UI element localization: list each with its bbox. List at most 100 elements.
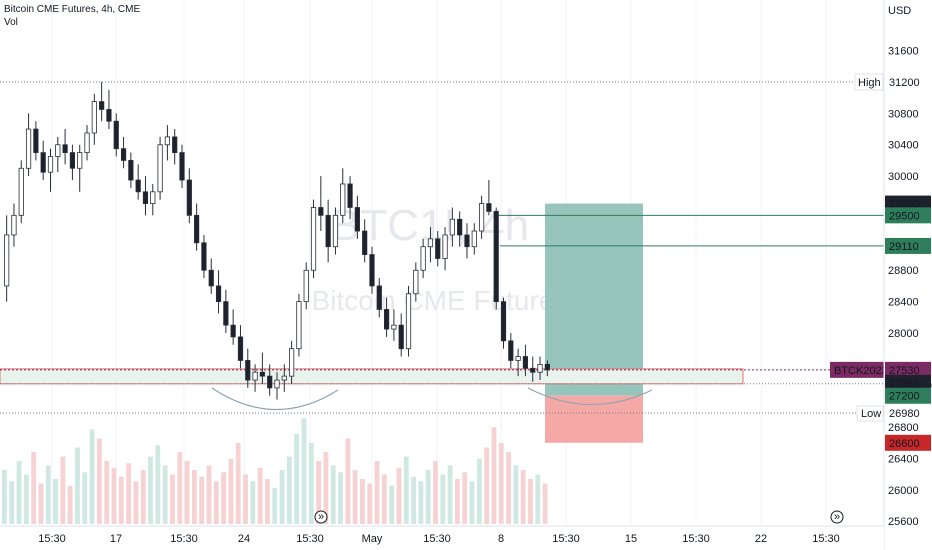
- candle-body: [318, 207, 324, 216]
- low-label: Low: [861, 408, 881, 420]
- volume-bar: [9, 481, 15, 524]
- volume-bar: [440, 474, 446, 524]
- volume-bar: [418, 481, 424, 524]
- volume-bar: [89, 429, 95, 524]
- candle-body: [223, 301, 229, 326]
- price-tick-label: 28400: [888, 297, 919, 309]
- time-tick-label: May: [362, 533, 383, 545]
- candle-body: [289, 348, 295, 377]
- volume-bar: [381, 474, 387, 524]
- candle-body: [369, 254, 375, 287]
- candle-body: [106, 109, 112, 122]
- candle-body: [310, 207, 317, 271]
- volume-bar: [294, 434, 300, 524]
- volume-bar: [352, 470, 358, 524]
- time-axis: 15:30 17 15:30 24 15:30 May 15:30 8 15:30 15 15:30…: [0, 510, 884, 550]
- volume-bar: [104, 461, 110, 524]
- candle-body: [4, 234, 10, 287]
- candle-body: [354, 207, 360, 232]
- volume-bar: [520, 470, 526, 524]
- candle-body: [99, 101, 105, 110]
- volume-bar: [250, 481, 256, 524]
- time-tick-label: 17: [110, 533, 122, 545]
- volume-bar: [484, 447, 490, 524]
- volume-bar: [316, 461, 321, 524]
- candle-body: [362, 230, 368, 255]
- candle-body: [25, 128, 32, 169]
- candle-body: [164, 136, 170, 146]
- event-icon: [830, 510, 844, 524]
- price-axis-bg: [884, 0, 932, 550]
- candle-body: [157, 144, 163, 193]
- volume-bar: [367, 483, 373, 524]
- volume-bar: [235, 443, 241, 524]
- candle-body: [194, 214, 200, 244]
- candle-body: [150, 191, 156, 204]
- volume-bar: [374, 461, 380, 524]
- volume-bars: [2, 418, 548, 524]
- high-label-bg: [854, 73, 884, 91]
- volume-bar: [338, 472, 343, 524]
- candle-body: [267, 375, 273, 389]
- time-tick-label: 15:30: [296, 533, 324, 545]
- volume-bar: [111, 467, 117, 524]
- candle-body: [449, 218, 455, 236]
- candle-body: [259, 371, 265, 377]
- time-tick-label: 15:30: [170, 533, 198, 545]
- position-zones: [0, 203, 744, 443]
- price-tick-label: 30000: [888, 171, 919, 183]
- volume-bar: [308, 443, 314, 524]
- volume-bar: [447, 465, 453, 524]
- price-tick-label: 26800: [888, 422, 919, 434]
- volume-bar: [286, 456, 292, 524]
- volume-bar: [498, 443, 504, 524]
- candle-body: [398, 324, 404, 350]
- candle-body: [245, 360, 251, 381]
- candle-body: [391, 324, 397, 330]
- volume-bar: [411, 476, 416, 524]
- candle-body: [544, 363, 550, 371]
- volume-bar: [455, 479, 460, 524]
- candle-body: [303, 269, 309, 303]
- candle-body: [274, 379, 280, 389]
- candle-body: [486, 203, 492, 212]
- candle-body: [420, 246, 426, 271]
- volume-bar: [462, 472, 468, 524]
- zone-bottom-tag: 27365: [889, 378, 920, 390]
- candle-body: [537, 363, 543, 373]
- candle-body: [325, 214, 331, 248]
- candle-body: [128, 160, 134, 181]
- stop-tag-bg: [885, 434, 931, 451]
- pattern-arcs: [211, 387, 653, 411]
- volume-bar: [491, 427, 497, 524]
- volume-bar: [2, 470, 7, 524]
- volume-bar: [469, 481, 475, 524]
- candle-body: [135, 179, 141, 193]
- entry-tag-bg: [885, 387, 931, 404]
- target-lower-tag-bg: [885, 207, 931, 224]
- volume-bar: [221, 472, 227, 524]
- volume-bar: [67, 485, 73, 524]
- volume-bar: [148, 456, 153, 524]
- candle-body: [208, 269, 214, 287]
- volume-bar: [155, 445, 161, 524]
- volume-bar: [228, 458, 234, 524]
- volume-bar: [389, 485, 395, 524]
- candle-body: [522, 356, 529, 369]
- candle-body: [11, 214, 17, 236]
- resistance-tag-bg: [885, 237, 931, 254]
- volume-bar: [542, 483, 548, 524]
- volume-bar: [170, 474, 175, 524]
- low-tag-bg: [885, 405, 931, 421]
- time-tick-label: 15:30: [38, 533, 66, 545]
- candle-body: [62, 144, 68, 153]
- volume-bar: [162, 465, 168, 524]
- target-lower-tag: 29500: [889, 210, 920, 222]
- price-axis: USD3160031200308003040030000296502950028…: [883, 0, 932, 550]
- volume-bar: [82, 472, 88, 524]
- volume-bar: [184, 461, 190, 524]
- candle-body: [347, 183, 353, 208]
- support-zone: [0, 368, 744, 385]
- volume-bar: [403, 456, 409, 524]
